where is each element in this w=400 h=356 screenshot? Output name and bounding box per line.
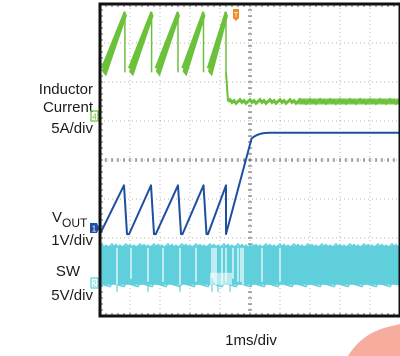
inductor-label-line1: Inductor: [39, 81, 93, 98]
inductor-ramp-envelope: [208, 11, 228, 77]
inductor-ramp-rise: [181, 11, 205, 69]
ch2-marker: 2: [90, 277, 99, 289]
inductor-ramp-rise: [154, 11, 180, 69]
inductor-ramp-envelope: [129, 11, 154, 77]
sw-trace-gap: [210, 272, 232, 285]
sw-label: SW: [56, 263, 81, 280]
watermark-stroke: [348, 324, 400, 356]
vout-label-sub: OUT: [62, 216, 88, 230]
vout-trace: [99, 131, 400, 236]
inductor-ramp-rise: [206, 11, 228, 69]
inductor-label-line2: Current: [43, 99, 94, 116]
svg-text:T: T: [234, 12, 239, 19]
inductor-ramp-rise: [127, 11, 153, 69]
svg-text:1: 1: [92, 225, 97, 234]
vout-label: VOUT: [52, 209, 88, 230]
inductor-scale-label: 5A/div: [51, 120, 93, 137]
svg-text:2: 2: [92, 280, 97, 289]
sw-scale-label: 5V/div: [51, 287, 93, 304]
sw-trace-edge-top: [99, 242, 400, 249]
vout-scale-label: 1V/div: [51, 232, 93, 249]
trigger-marker: T: [233, 9, 239, 21]
traces: [98, 2, 400, 318]
inductor-drop: [225, 72, 229, 102]
inductor-ramp-envelope: [182, 11, 206, 77]
sw-trace-band: [100, 245, 400, 285]
plot-frame: [98, 2, 400, 318]
inductor-ramp-envelope: [102, 11, 127, 77]
ch4-marker: 4: [90, 110, 99, 122]
inductor-ramp-envelope: [155, 11, 180, 77]
inductor-ramp-rise: [100, 11, 127, 69]
inductor-settled-noise: [298, 98, 400, 105]
vout-label-main: V: [52, 209, 62, 226]
ch1-marker: 1: [90, 223, 99, 234]
svg-text:4: 4: [92, 113, 97, 122]
x-axis-label: 1ms/div: [225, 332, 277, 349]
